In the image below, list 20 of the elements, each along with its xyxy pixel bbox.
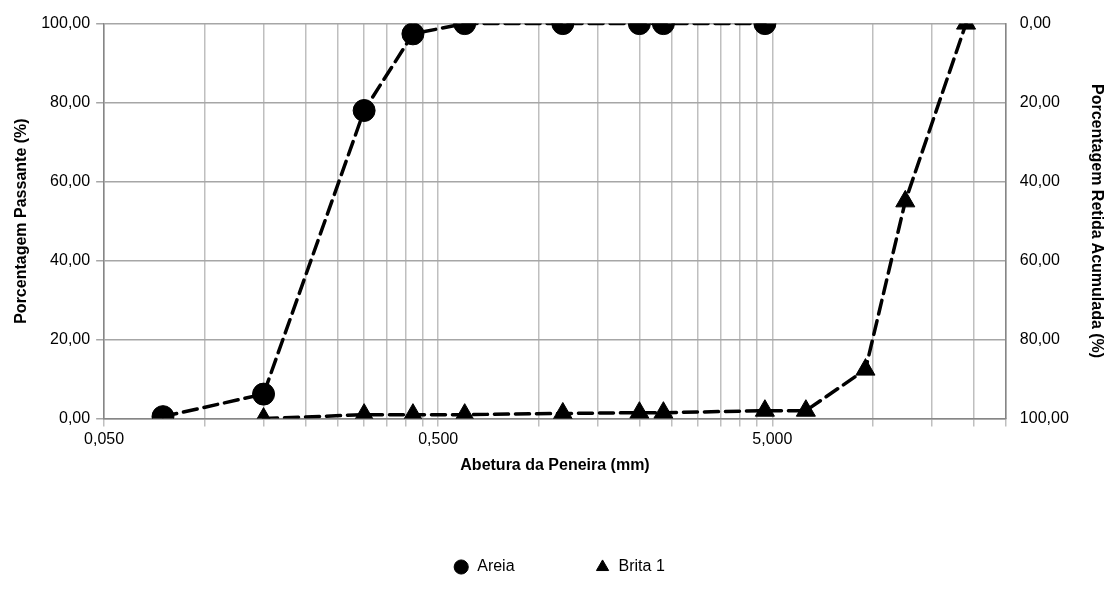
x-axis-title: Abetura da Peneira (mm) <box>460 455 650 473</box>
y2-tick-label: 40,00 <box>1019 172 1060 190</box>
x-tick-label: 0,050 <box>84 429 125 447</box>
y2-tick-label: 100,00 <box>1019 409 1069 427</box>
y2-tick-label: 0,00 <box>1019 14 1052 32</box>
y-tick-label: 100,00 <box>41 14 91 32</box>
y-tick-label: 0,00 <box>59 409 91 427</box>
x-tick-label: 0,500 <box>418 429 459 447</box>
y2-tick-label: 80,00 <box>1019 330 1060 348</box>
legend-label: Areia <box>477 557 515 575</box>
y2-tick-label: 20,00 <box>1019 93 1060 111</box>
y2-tick-label: 60,00 <box>1019 251 1060 269</box>
y-tick-label: 80,00 <box>50 93 91 111</box>
x-tick-label: 5,000 <box>752 429 793 447</box>
y-tick-label: 20,00 <box>50 330 91 348</box>
y-tick-label: 40,00 <box>50 251 91 269</box>
y-axis-title: Porcentagem Passante (%) <box>12 118 30 324</box>
y-tick-label: 60,00 <box>50 172 91 190</box>
legend-label: Brita 1 <box>618 557 665 575</box>
y2-axis-title: Porcentagem Retida Acumulada (%) <box>1088 84 1106 359</box>
